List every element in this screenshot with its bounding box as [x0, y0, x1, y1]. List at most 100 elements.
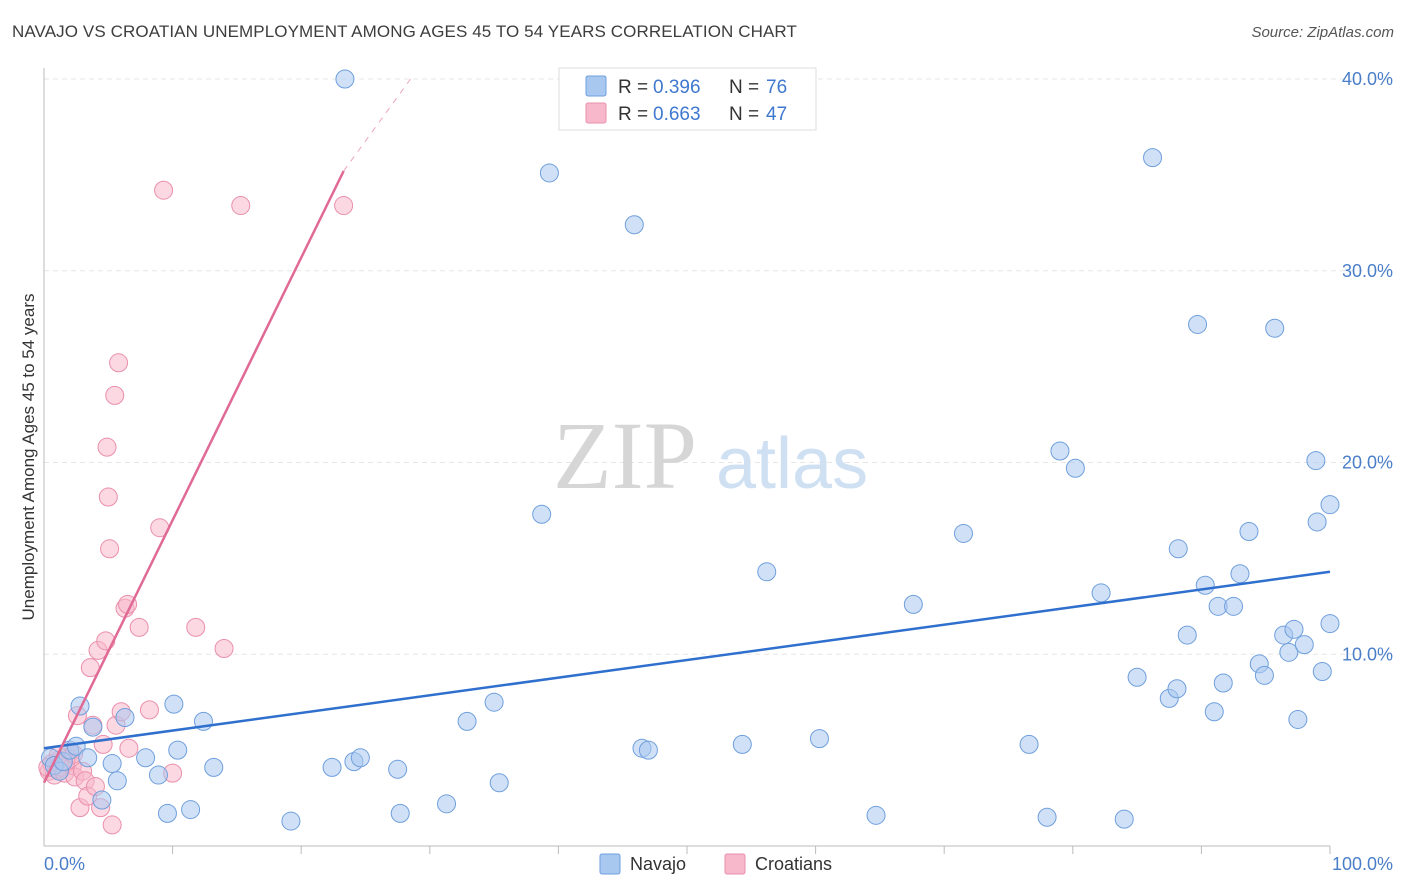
trend-lines [42, 78, 1331, 784]
croatians-point [231, 196, 251, 216]
navajo-point [1288, 709, 1308, 729]
navajo-point [1167, 679, 1187, 699]
legend-croatians-r-label: R = [618, 104, 648, 125]
croatians-point [186, 617, 206, 637]
navajo-point [457, 711, 477, 731]
legend-navajo-n-label: N = [729, 77, 759, 98]
croatians-point [154, 180, 174, 200]
navajo-point [107, 771, 127, 791]
navajo-point [168, 740, 188, 760]
legend-croatians-n-label: N = [729, 104, 759, 125]
navajo-points [40, 69, 1340, 831]
navajo-point [437, 794, 457, 814]
legend-croatians-r-value: 0.663 [653, 104, 701, 125]
croatians-point [105, 385, 125, 405]
y-tick-label: 10.0% [1342, 644, 1393, 664]
navajo-point [484, 692, 504, 712]
croatians-point [98, 487, 118, 507]
legend-navajo-r-value: 0.396 [653, 77, 701, 98]
x-tick-label-min: 0.0% [44, 854, 85, 874]
navajo-point [953, 523, 973, 543]
navajo-point [532, 504, 552, 524]
navajo-point [1320, 614, 1340, 634]
croatians-point [214, 638, 234, 658]
bottom-legend-croatians-label: Croatians [755, 854, 832, 874]
croatians-trend-extension [343, 78, 411, 172]
navajo-point [1188, 314, 1208, 334]
navajo-point [1294, 635, 1314, 655]
navajo-point [1254, 665, 1274, 685]
x-tick-label-max: 100.0% [1332, 854, 1393, 874]
croatians-point [119, 738, 139, 758]
legend-box: R = 0.396 N = 76 R = 0.663 N = 47 [558, 67, 817, 131]
navajo-point [539, 163, 559, 183]
legend-navajo-swatch [585, 75, 607, 97]
navajo-point [1284, 619, 1304, 639]
navajo-point [1230, 564, 1250, 584]
navajo-point [1306, 451, 1326, 471]
navajo-point [1307, 512, 1327, 532]
croatians-point [129, 617, 149, 637]
navajo-trend-line [43, 570, 1331, 750]
bottom-legend-navajo-label: Navajo [630, 854, 686, 874]
navajo-point [1195, 575, 1215, 595]
bottom-legend: Navajo Croatians [599, 853, 832, 875]
navajo-point [732, 734, 752, 754]
navajo-point [1239, 522, 1259, 542]
croatians-point [139, 700, 159, 720]
croatians-point [97, 437, 117, 457]
navajo-point [78, 748, 98, 768]
legend-navajo-n-value: 76 [766, 77, 787, 98]
navajo-point [624, 215, 644, 235]
navajo-point [350, 748, 370, 768]
navajo-point [809, 729, 829, 749]
grid [44, 78, 1393, 655]
navajo-point [148, 765, 168, 785]
navajo-point [136, 748, 156, 768]
navajo-point [322, 757, 342, 777]
navajo-point [157, 803, 177, 823]
navajo-point [1224, 596, 1244, 616]
navajo-point [1091, 583, 1111, 603]
navajo-point [903, 594, 923, 614]
source-label: Source: ZipAtlas.com [1251, 24, 1394, 41]
croatians-point [100, 539, 120, 559]
croatians-point [102, 815, 122, 835]
navajo-point [1143, 148, 1163, 168]
navajo-point [1127, 667, 1147, 687]
navajo-point [92, 790, 112, 810]
watermark-atlas: atlas [716, 424, 868, 504]
navajo-point [181, 800, 201, 820]
bottom-legend-navajo-swatch [599, 853, 621, 875]
navajo-point [1265, 318, 1285, 338]
navajo-point [638, 740, 658, 760]
navajo-point [1168, 539, 1188, 559]
navajo-point [102, 754, 122, 774]
navajo-point [1312, 662, 1332, 682]
croatians-trend-line [42, 170, 345, 784]
navajo-point [281, 811, 301, 831]
bottom-legend-croatians-swatch [724, 853, 746, 875]
croatians-point [334, 196, 354, 216]
navajo-point [1320, 495, 1340, 515]
legend-croatians-n-value: 47 [766, 104, 787, 125]
navajo-point [866, 805, 886, 825]
navajo-point [489, 773, 509, 793]
y-axis-label: Unemployment Among Ages 45 to 54 years [19, 294, 38, 621]
navajo-point [388, 759, 408, 779]
navajo-point [390, 803, 410, 823]
navajo-point [204, 757, 224, 777]
y-tick-label: 30.0% [1342, 261, 1393, 281]
chart-title: NAVAJO VS CROATIAN UNEMPLOYMENT AMONG AG… [12, 22, 797, 41]
navajo-point [757, 562, 777, 582]
navajo-point [1204, 702, 1224, 722]
navajo-point [1177, 625, 1197, 645]
watermark-zip: ZIP [553, 402, 697, 509]
croatians-point [96, 631, 116, 651]
y-tick-label: 40.0% [1342, 69, 1393, 89]
x-ticks [172, 846, 1331, 854]
navajo-point [1050, 441, 1070, 461]
navajo-point [115, 708, 135, 728]
navajo-point [335, 69, 355, 89]
